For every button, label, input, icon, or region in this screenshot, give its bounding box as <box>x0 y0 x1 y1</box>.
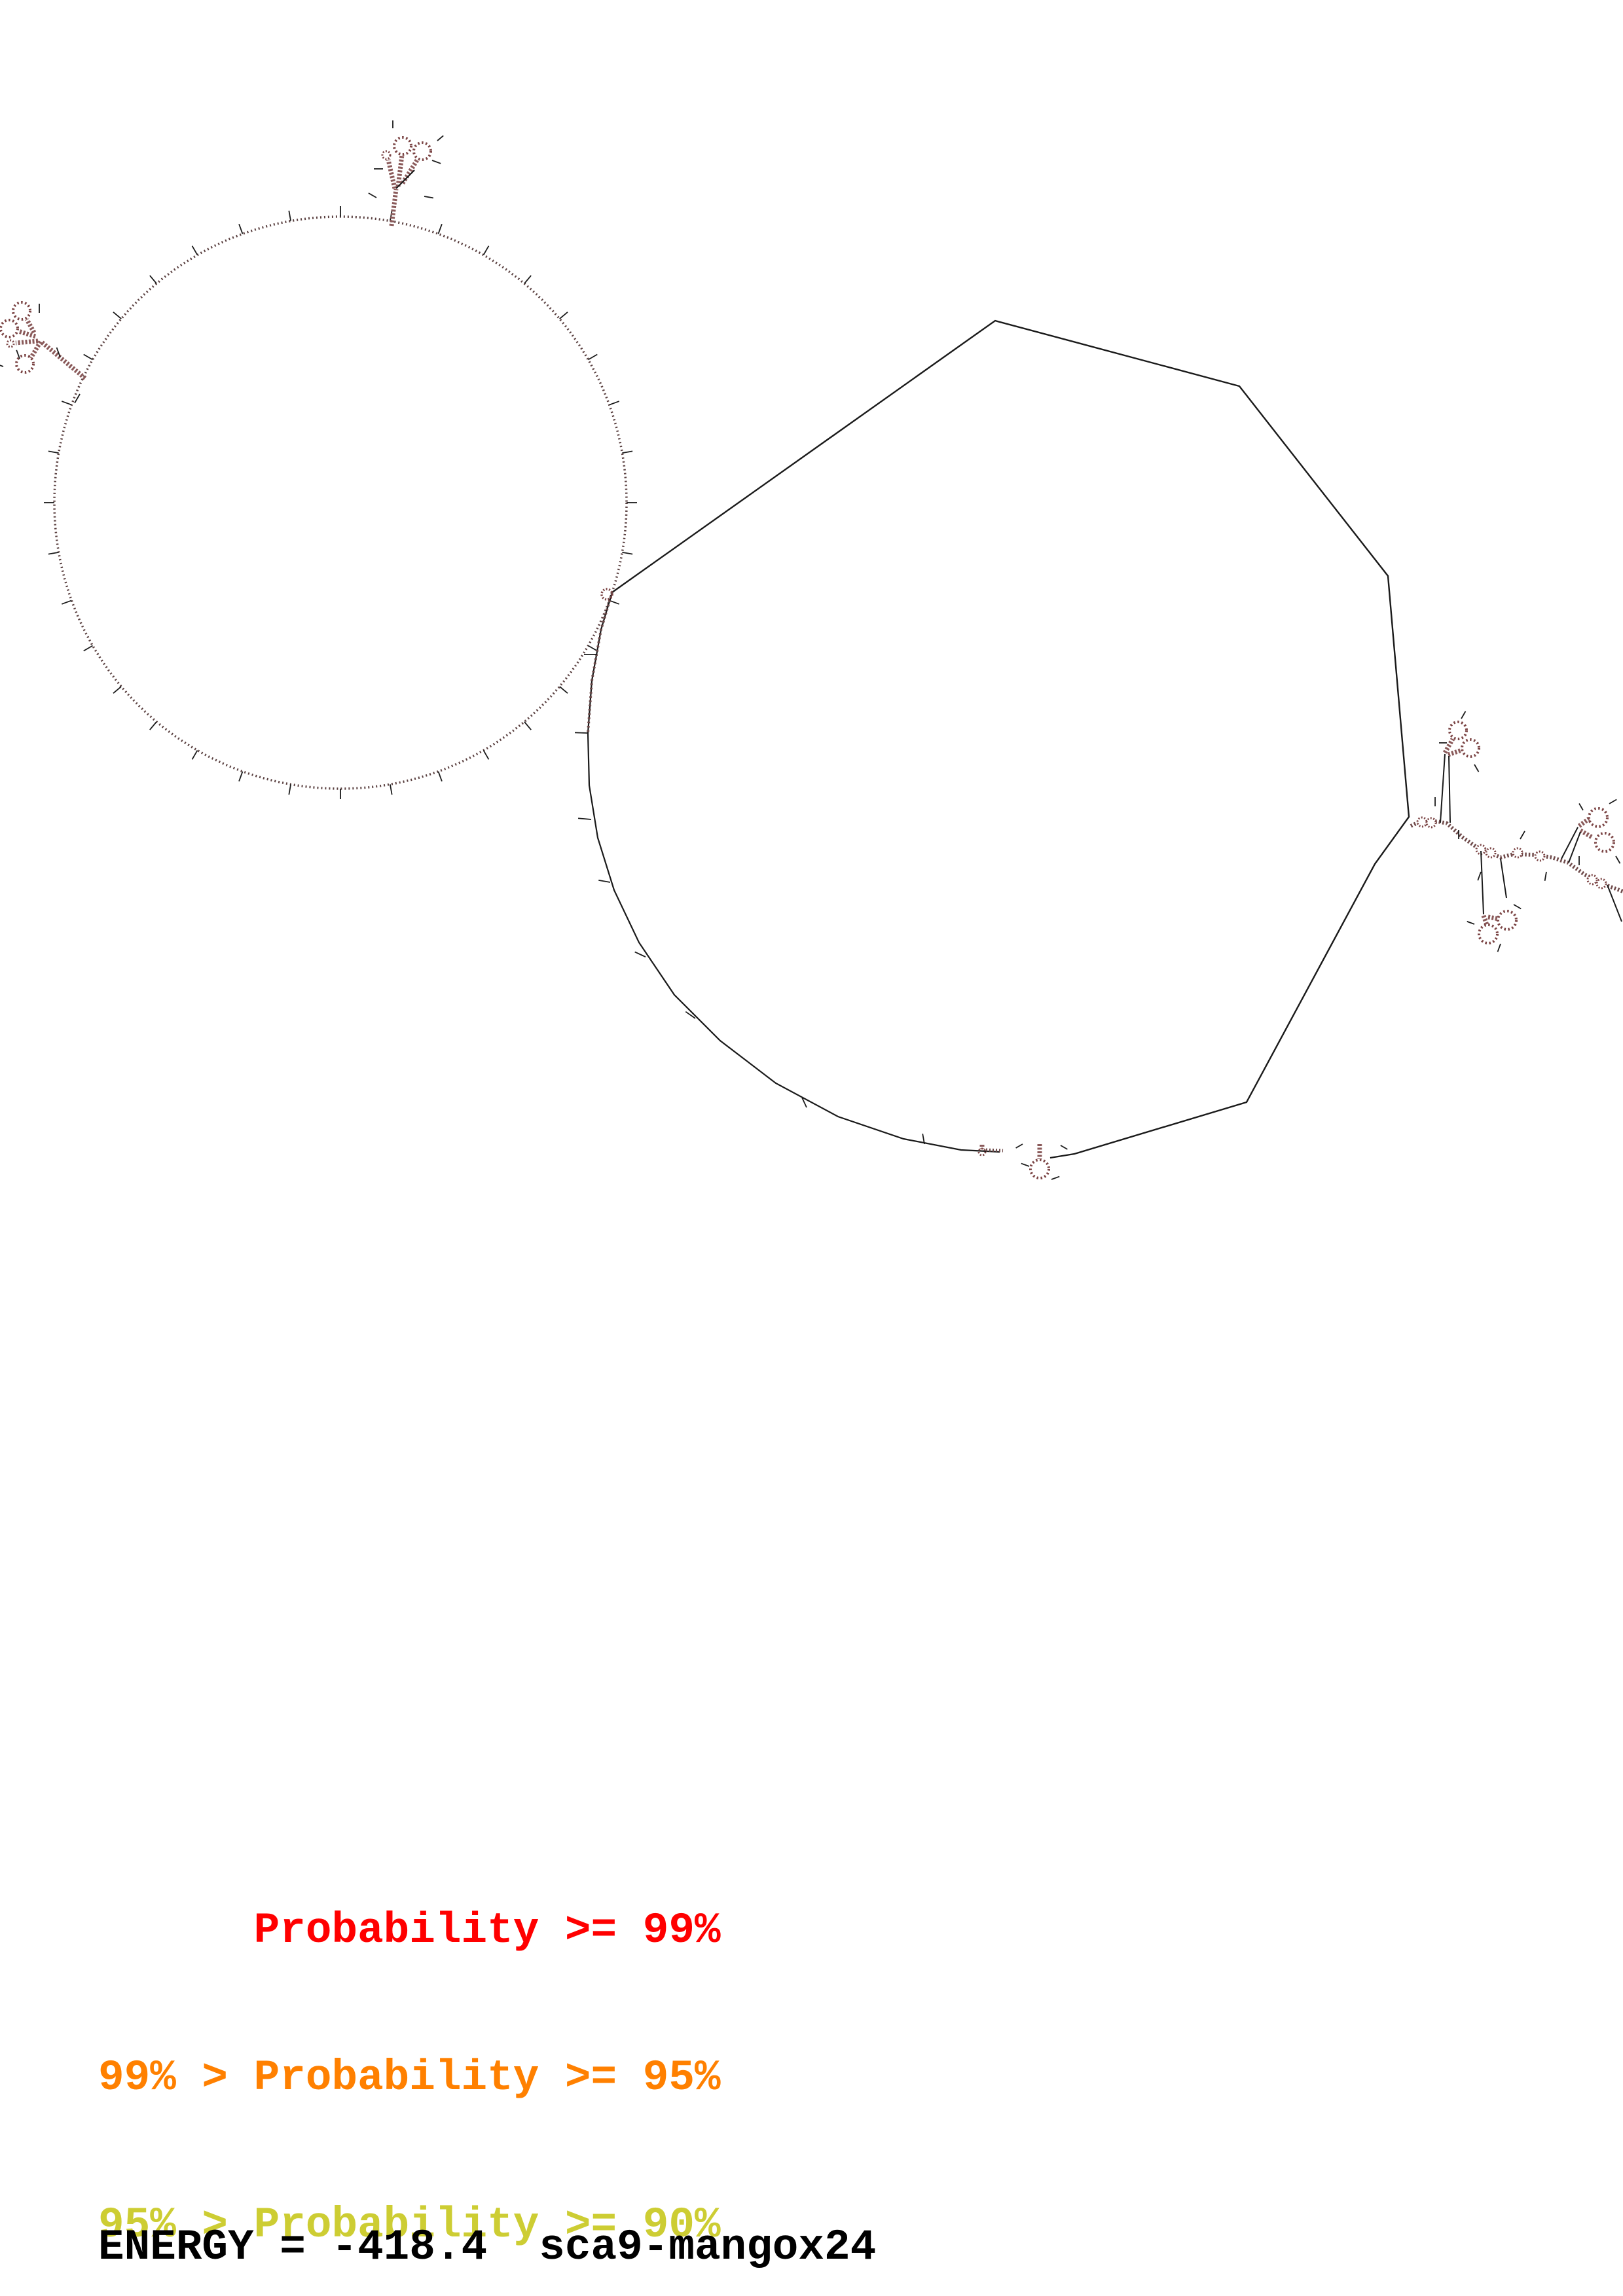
legend-line-p99: Probability >= 99% <box>98 1906 721 1955</box>
probability-legend: Probability >= 99% 99% > Probability >= … <box>98 1808 721 2296</box>
energy-label: ENERGY = -418.4 sca9-mangox24 <box>98 2223 877 2272</box>
legend-line-p90: 95% > Probability >= 90% <box>98 2200 721 2250</box>
legend-line-p95: 99% > Probability >= 95% <box>98 2053 721 2102</box>
